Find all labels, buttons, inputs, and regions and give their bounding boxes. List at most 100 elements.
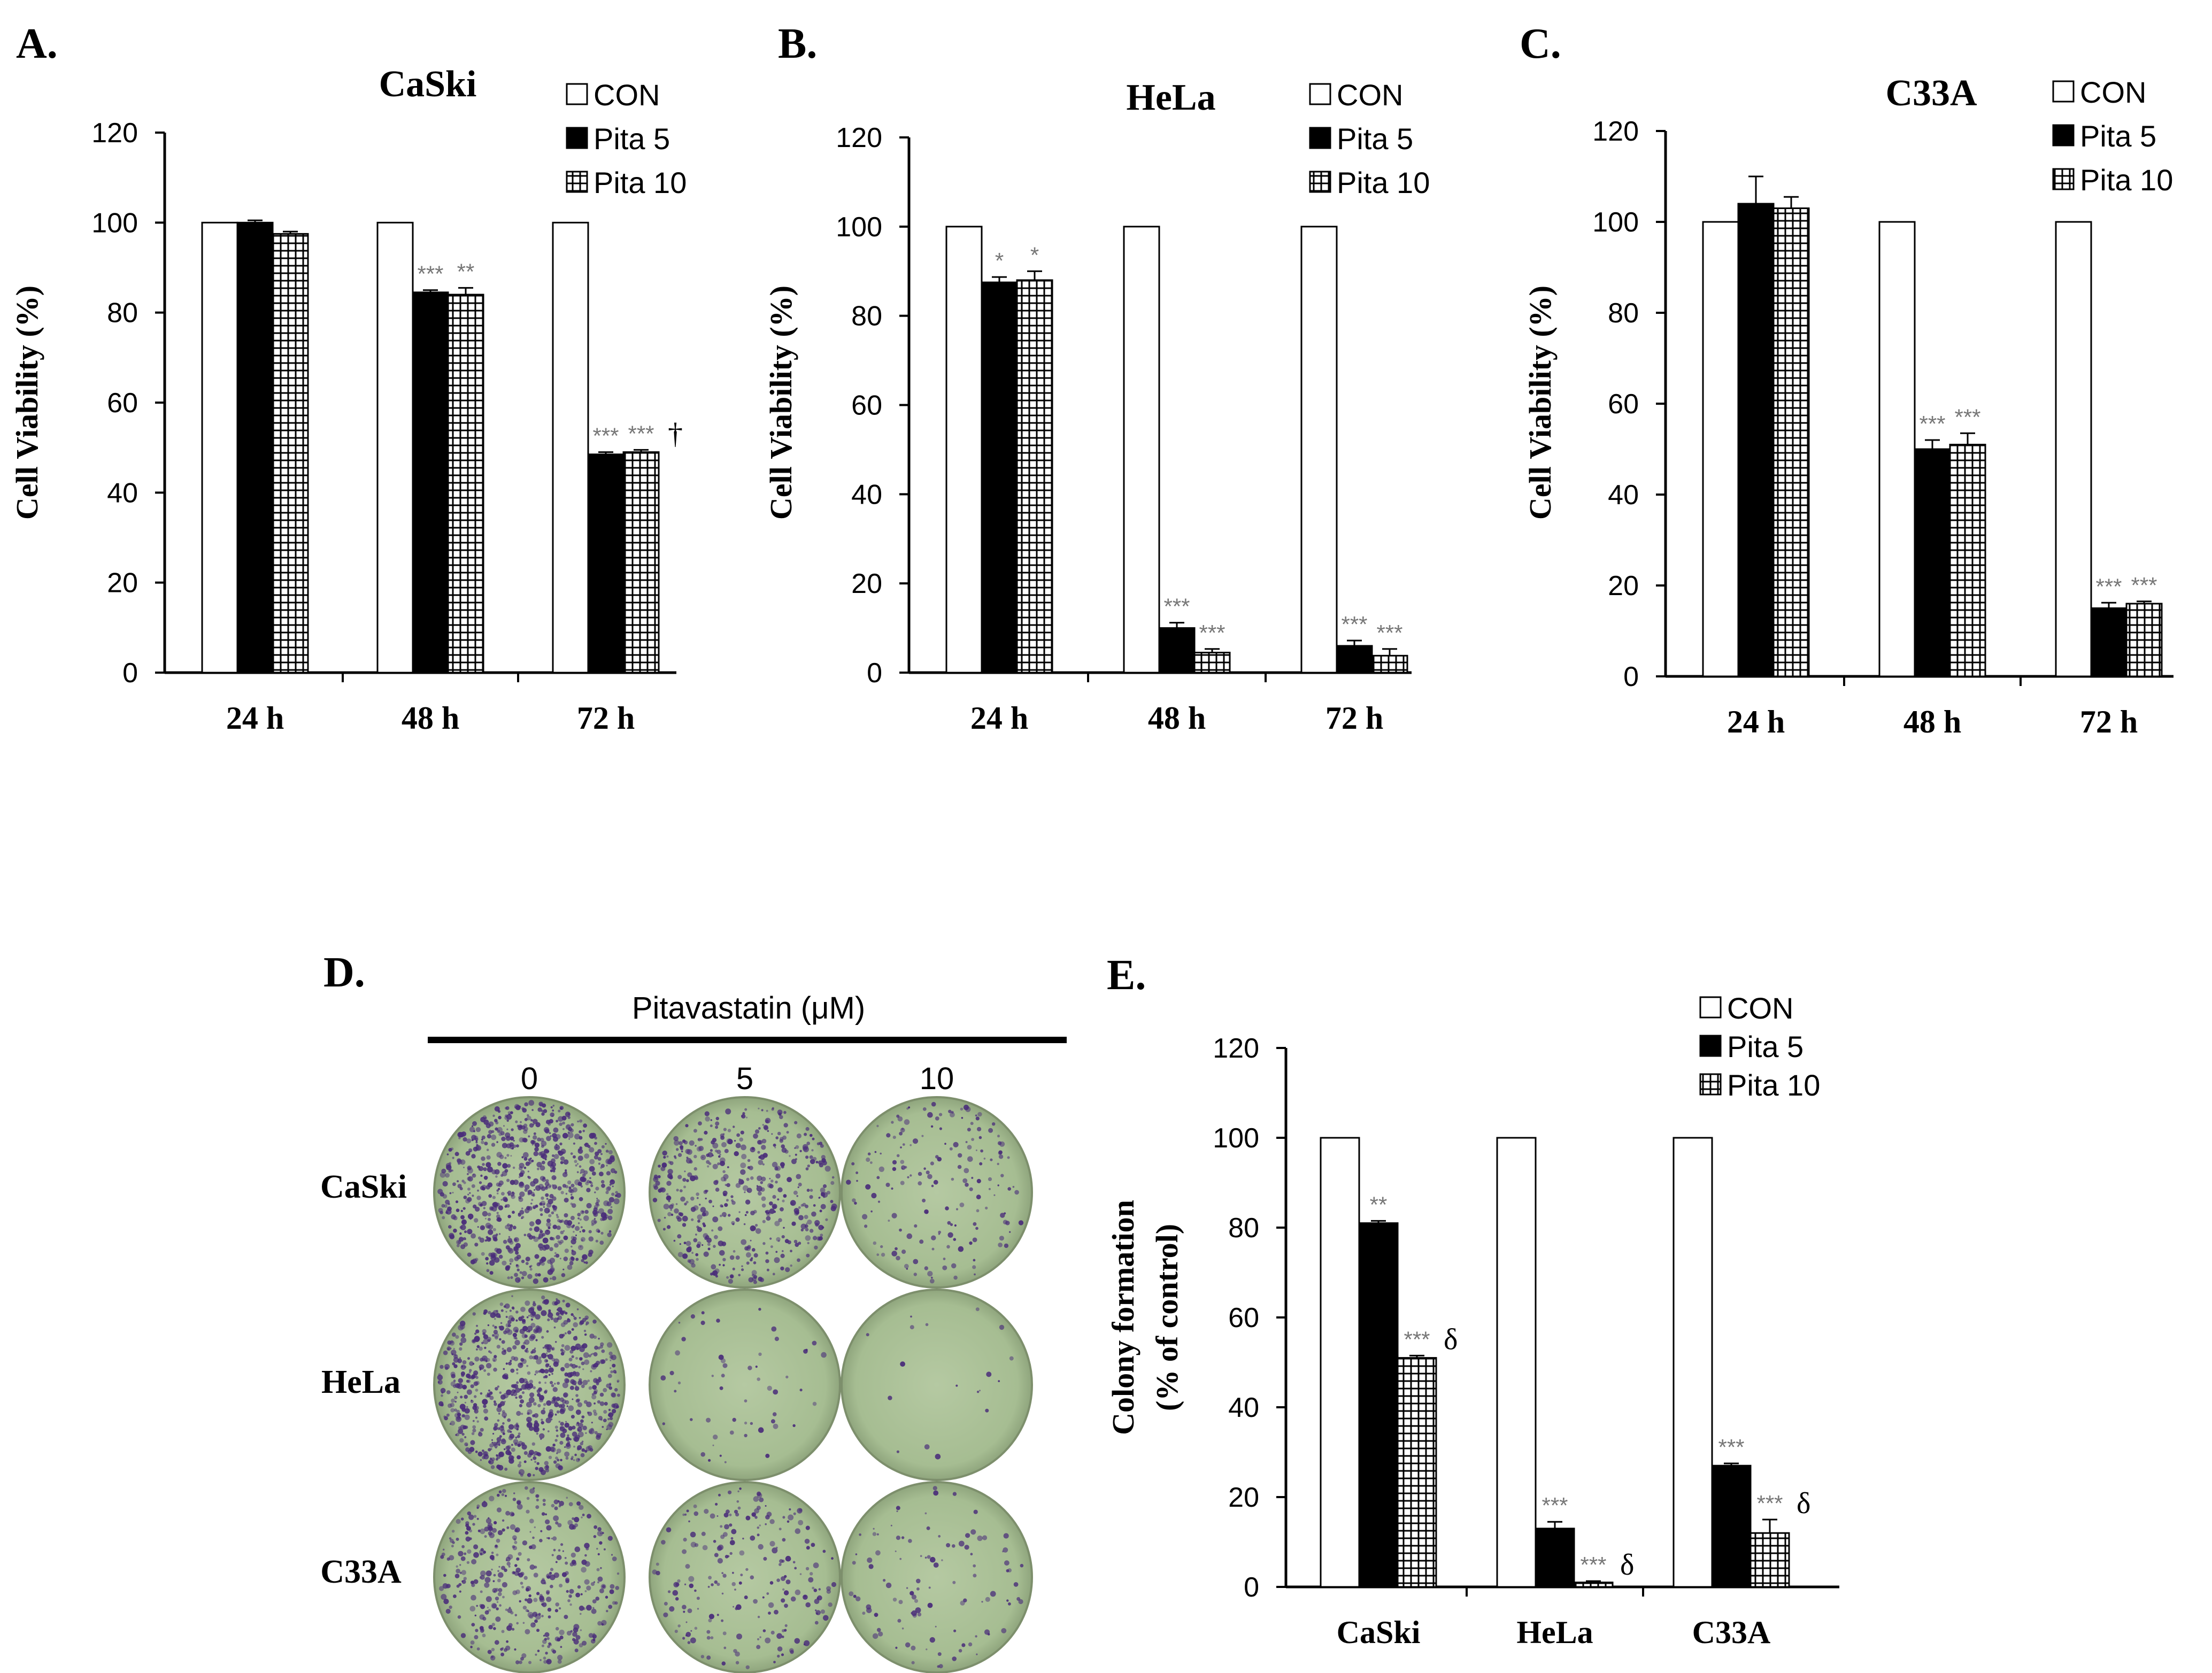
colony-dot	[820, 1144, 824, 1148]
colony-dot	[781, 1653, 784, 1656]
colony-dot	[581, 1567, 587, 1573]
colony-dot	[911, 1610, 917, 1616]
colony-dot	[958, 1540, 965, 1547]
colony-dot	[502, 1347, 504, 1350]
colony-dot	[511, 1444, 513, 1446]
colony-dot	[536, 1592, 540, 1595]
colony-dot	[805, 1235, 811, 1241]
x-category-label: CaSki	[1337, 1615, 1421, 1650]
colony-dot	[582, 1343, 588, 1349]
colony-dot	[677, 1381, 681, 1385]
colony-dot	[691, 1218, 694, 1221]
colony-dot	[556, 1215, 559, 1219]
colony-dot	[663, 1204, 669, 1210]
colony-dot	[540, 1438, 542, 1440]
colony-dot	[469, 1218, 472, 1220]
colony-dot	[530, 1544, 536, 1549]
colony-dot	[581, 1239, 583, 1242]
colony-dot	[544, 1207, 550, 1214]
colony-dot	[813, 1589, 818, 1592]
colony-dot	[579, 1317, 581, 1319]
colony-dot	[925, 1323, 929, 1327]
colony-dot	[559, 1636, 564, 1640]
legend-label: CON	[594, 78, 660, 112]
colony-dot	[603, 1200, 610, 1206]
colony-dot	[964, 1545, 969, 1550]
colony-dot	[525, 1598, 528, 1601]
colony-dot	[512, 1590, 518, 1595]
colony-dot	[571, 1245, 573, 1248]
colony-dot	[714, 1235, 718, 1239]
colony-dot	[481, 1201, 487, 1206]
colony-dot	[586, 1202, 592, 1209]
colony-dot	[793, 1239, 798, 1244]
colony-dot	[916, 1578, 921, 1584]
colony-dot	[545, 1179, 549, 1183]
colony-dot	[715, 1121, 720, 1126]
colony-dot	[544, 1390, 548, 1394]
colony-dot	[693, 1511, 699, 1516]
colony-dot	[509, 1224, 513, 1228]
colony-dot	[549, 1194, 554, 1199]
colony-dot	[485, 1454, 488, 1456]
colony-dot	[456, 1537, 459, 1541]
colony-dot	[614, 1601, 618, 1605]
colony-dot	[999, 1324, 1005, 1330]
colony-dot	[711, 1375, 714, 1377]
colony-dot	[685, 1564, 690, 1569]
colony-dot	[495, 1127, 498, 1131]
colony-dot	[933, 1562, 939, 1568]
colony-dot	[491, 1623, 495, 1626]
colony-dot	[541, 1603, 544, 1606]
colony-dot	[487, 1217, 491, 1221]
colony-dot	[526, 1416, 532, 1423]
colony-dot	[575, 1592, 580, 1598]
colony-dot	[520, 1362, 523, 1366]
colony-dot	[720, 1525, 723, 1528]
colony-dot	[556, 1435, 559, 1438]
colony-dot	[754, 1516, 758, 1519]
colony-dot	[743, 1223, 746, 1225]
colony-dot	[505, 1645, 511, 1651]
bar-pita-10	[1573, 1582, 1614, 1588]
colony-dot	[753, 1133, 758, 1139]
colony-dot	[548, 1455, 552, 1459]
colony-dot	[552, 1109, 554, 1112]
colony-dot	[491, 1135, 497, 1140]
colony-dot	[795, 1589, 801, 1595]
colony-dot	[527, 1412, 530, 1415]
colony-dot	[770, 1419, 775, 1424]
bar-pita-5	[2090, 607, 2128, 677]
colony-dot	[508, 1113, 511, 1116]
colony-dot	[554, 1383, 556, 1385]
colony-dot	[733, 1649, 737, 1653]
colony-dot	[510, 1262, 512, 1265]
colony-dot	[554, 1341, 557, 1343]
colony-dot	[484, 1535, 487, 1538]
colony-dot	[538, 1262, 542, 1265]
colony-dot	[474, 1614, 476, 1617]
colony-dot	[510, 1136, 514, 1141]
colony-dot	[690, 1314, 695, 1319]
colony-dot	[765, 1117, 771, 1124]
colony-dot	[690, 1531, 696, 1538]
colony-dot	[498, 1566, 500, 1568]
colony-dot	[805, 1228, 809, 1231]
colony-dot	[769, 1581, 774, 1585]
colony-dot	[683, 1538, 687, 1542]
y-axis-label: Cell Viability (%)	[764, 286, 798, 520]
colony-dot	[508, 1248, 514, 1254]
colony-dot	[855, 1553, 858, 1555]
colony-dot	[463, 1137, 467, 1142]
colony-dot	[553, 1499, 559, 1505]
colony-dot	[814, 1599, 820, 1605]
colony-dot	[517, 1268, 520, 1271]
colony-dot	[467, 1213, 474, 1220]
colony-dot	[530, 1622, 536, 1628]
colony-dot	[606, 1186, 611, 1192]
colony-dot	[537, 1404, 541, 1408]
colony-dot	[974, 1273, 976, 1276]
colony-dot	[591, 1171, 596, 1176]
colony-dot	[694, 1543, 699, 1547]
colony-dot	[816, 1142, 820, 1145]
